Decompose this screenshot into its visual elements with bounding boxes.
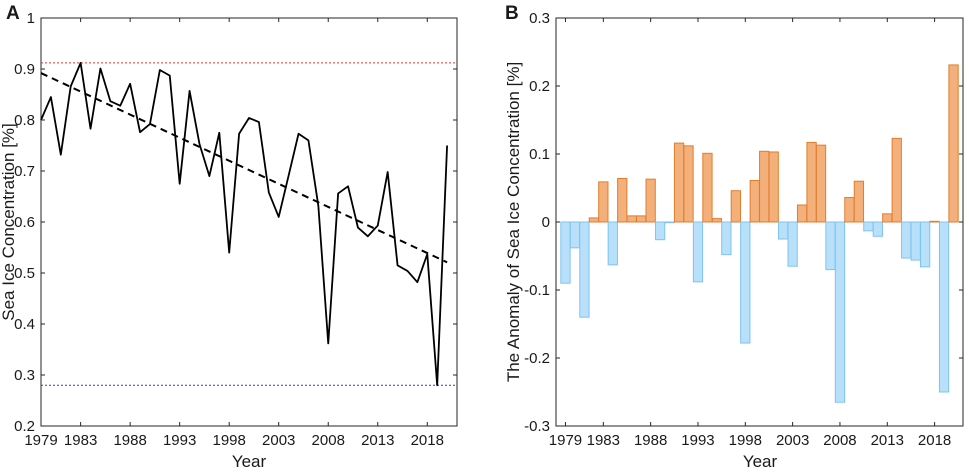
panel-a-trend-group xyxy=(40,72,448,264)
panel-b-bar xyxy=(844,197,855,223)
panel-b-bar xyxy=(636,215,647,223)
panel-b-x-tick-label: 1993 xyxy=(681,432,714,449)
panel-a-y-tick-label: 0.3 xyxy=(14,367,35,384)
panel-a-series-line xyxy=(40,61,448,387)
panel-b-y-tick-label: 0.1 xyxy=(529,146,550,163)
panel-b-bar xyxy=(853,180,865,223)
panel-a-y-axis-label: Sea Ice Concentration [%] xyxy=(0,123,18,321)
panel-b-bar xyxy=(598,181,609,223)
panel-a-y-tick-label: 0.8 xyxy=(14,112,35,129)
panel-a-reference-lines xyxy=(41,62,457,386)
panel-b-y-ticks: -0.3 -0.2 -0.1 0 0.1 0.2 0.3 xyxy=(524,10,963,435)
panel-b-bar xyxy=(617,177,628,223)
panel-a-series-group xyxy=(40,61,448,387)
panel-a-trend-line xyxy=(40,72,448,264)
panel-a-y-tick-label: 0.2 xyxy=(14,418,35,435)
panel-a-y-tick-label: 0.4 xyxy=(14,316,35,333)
panel-b-bar xyxy=(664,221,675,224)
panel-b-x-tick-label: 2013 xyxy=(871,432,904,449)
panel-b-bar xyxy=(901,221,912,259)
panel-a-y-tick-label: 0.9 xyxy=(14,61,35,78)
panel-a-x-tick-label: 2003 xyxy=(262,432,295,449)
panel-b-bar xyxy=(749,180,760,223)
panel-b-bar xyxy=(948,64,959,223)
panel-b-bar xyxy=(768,151,779,223)
panel-a-x-tick-label: 1983 xyxy=(64,432,97,449)
panel-a-x-tick-label: 2018 xyxy=(411,432,444,449)
panel-a-y-ticks: 0.2 0.3 0.4 0.5 0.6 0.7 0.8 0.9 1 xyxy=(14,10,457,435)
panel-b-x-tick-label: 2008 xyxy=(823,432,856,449)
panel-b-bar xyxy=(787,221,798,267)
panel-b-y-tick-label: -0.3 xyxy=(524,418,550,435)
panel-a-x-ticks: 1979 1983 1988 1993 1998 2003 2008 2013 2018 xyxy=(24,18,444,449)
panel-b-bar xyxy=(579,221,590,318)
panel-b-bar xyxy=(938,221,950,393)
panel-b-x-tick-label: 1979 xyxy=(549,432,582,449)
panel-a-x-tick-label: 2013 xyxy=(361,432,394,449)
panel-b-bar xyxy=(834,221,846,403)
panel-b-y-tick-label: -0.2 xyxy=(524,350,550,367)
panel-b-y-tick-label: 0 xyxy=(542,214,550,231)
panel-b-bar xyxy=(910,221,921,261)
panel-b-bar xyxy=(626,215,637,223)
panel-b-bar xyxy=(806,141,817,223)
panel-b-x-tick-label: 1988 xyxy=(634,432,667,449)
panel-a-y-tick-label: 0.7 xyxy=(14,163,35,180)
panel-b-bar xyxy=(588,217,599,223)
panel-b-bar xyxy=(759,150,770,223)
panel-a-y-tick-label: 0.5 xyxy=(14,265,35,282)
panel-b-bar xyxy=(825,221,836,271)
panel-b-bar xyxy=(778,221,789,240)
panel-b-bar xyxy=(711,218,723,223)
panel-b-bar xyxy=(740,221,751,344)
panel-b-bar xyxy=(891,137,902,223)
panel-b-bar xyxy=(796,204,808,223)
panel-b-bar xyxy=(929,220,940,223)
panel-b-bar xyxy=(730,190,741,223)
panel-b-letter: B xyxy=(505,3,519,24)
panel-b-x-tick-label: 1983 xyxy=(587,432,620,449)
panel-b-bar xyxy=(645,178,656,223)
panel-a-x-axis-label: Year xyxy=(232,452,267,471)
panel-b-x-axis-label: Year xyxy=(743,452,778,471)
panel-b-x-tick-label: 2018 xyxy=(918,432,951,449)
panel-b-bar xyxy=(863,221,874,232)
panel-b-bar xyxy=(815,144,827,223)
panel-b-bar xyxy=(673,142,685,223)
panel-b-x-ticks: 1979 1983 1988 1993 1998 2003 2008 2013 2018 xyxy=(549,18,951,449)
panel-a-y-tick-label: 1 xyxy=(27,10,35,27)
panel-b-y-axis-label: The Anomaly of Sea Ice Concentration [%] xyxy=(504,62,523,382)
panel-b-bar xyxy=(920,221,931,268)
panel-b-bar xyxy=(692,221,704,283)
panel-b-y-tick-label: 0.2 xyxy=(529,78,550,95)
panel-b-bar xyxy=(569,221,581,249)
panel-a-x-tick-label: 2008 xyxy=(312,432,345,449)
panel-b-bar xyxy=(721,221,732,256)
panel-b-bars-group xyxy=(560,64,959,403)
panel-b: B -0.3 -0.2 -0.1 0 0.1 0.2 0.3 1979 1983 1988 199… xyxy=(504,3,964,471)
panel-b-bar xyxy=(882,213,893,223)
panel-b-y-tick-label: 0.3 xyxy=(529,10,550,27)
panel-a-x-tick-label: 1979 xyxy=(24,432,57,449)
panel-b-bar xyxy=(560,221,571,284)
panel-b-bar xyxy=(872,221,883,237)
panel-b-y-tick-label: -0.1 xyxy=(524,282,550,299)
panel-a-y-tick-label: 0.6 xyxy=(14,214,35,231)
panel-a-x-tick-label: 1998 xyxy=(213,432,246,449)
panel-a-x-tick-label: 1988 xyxy=(113,432,146,449)
panel-b-bar xyxy=(683,145,694,223)
panel-b-bar xyxy=(654,221,666,241)
panel-b-bar xyxy=(607,221,618,266)
panel-b-x-tick-label: 2003 xyxy=(776,432,809,449)
panel-a-x-tick-label: 1993 xyxy=(163,432,196,449)
panel-a: A 0.2 0.3 0.4 0.5 0.6 0.7 0.8 0.9 1 1979 1983 1988… xyxy=(0,3,458,471)
panel-b-bar xyxy=(702,152,713,223)
panel-b-x-tick-label: 1998 xyxy=(729,432,762,449)
panel-a-letter: A xyxy=(6,3,20,24)
